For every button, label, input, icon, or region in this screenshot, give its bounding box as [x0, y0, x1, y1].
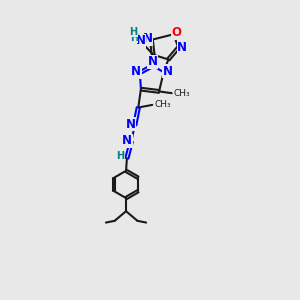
Text: N: N	[131, 65, 141, 78]
Text: N: N	[142, 32, 153, 46]
Text: N: N	[135, 34, 146, 47]
Text: CH₃: CH₃	[174, 89, 190, 98]
Text: CH₃: CH₃	[154, 100, 171, 109]
Text: N: N	[122, 134, 132, 147]
Text: N: N	[148, 56, 158, 68]
Text: N: N	[163, 65, 172, 78]
Text: H: H	[116, 152, 124, 161]
Text: H: H	[129, 27, 137, 37]
Text: N: N	[177, 41, 187, 54]
Text: N: N	[125, 118, 135, 130]
Text: O: O	[172, 26, 182, 39]
Text: H: H	[130, 33, 138, 43]
